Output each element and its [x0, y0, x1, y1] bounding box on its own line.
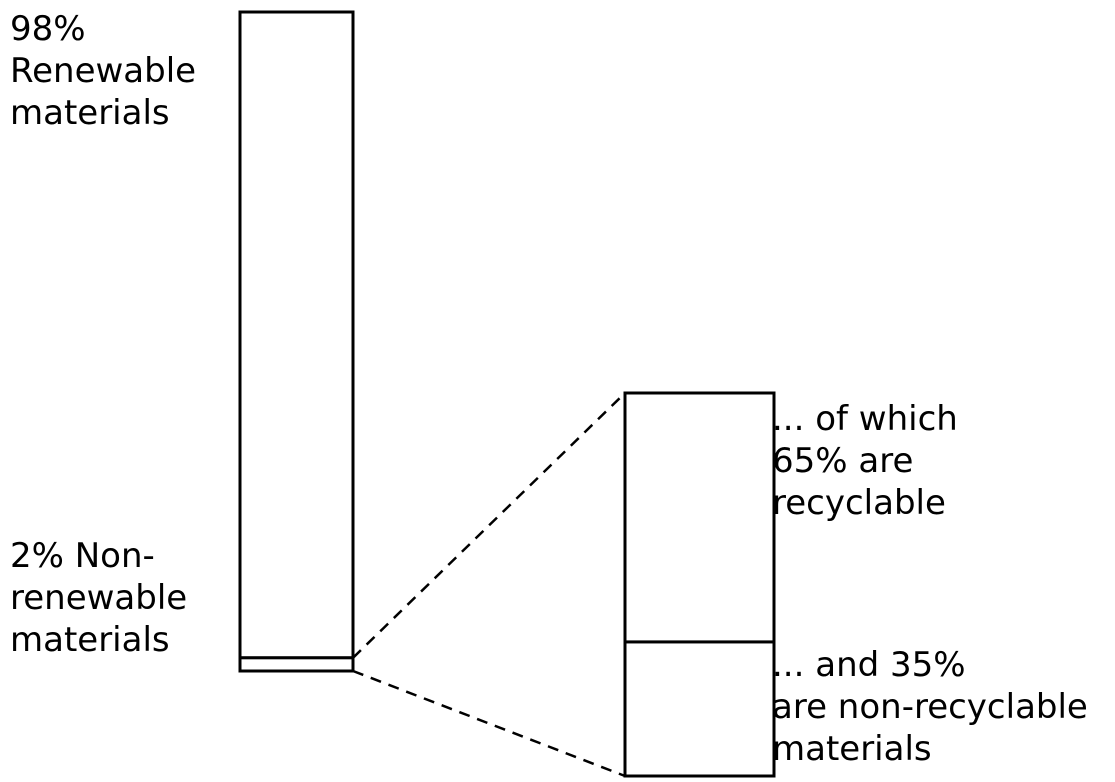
recyclable-label-line: ... of which	[772, 398, 958, 440]
non-recyclable-label-line: materials	[772, 728, 1088, 770]
non-recyclable-label-line: ... and 35%	[772, 644, 1088, 686]
recyclable-label-line: recyclable	[772, 482, 958, 524]
non-renewable-label-line: 2% Non-	[10, 535, 187, 577]
renewable-label: 98% Renewable materials	[10, 8, 196, 134]
non-renewable-label: 2% Non- renewable materials	[10, 535, 187, 661]
breakdown-stacked-bar	[625, 393, 774, 776]
renewable-label-line: 98%	[10, 8, 196, 50]
main-bar-segment-1	[240, 12, 353, 658]
non-recyclable-label-line: are non-recyclable	[772, 686, 1088, 728]
connector-line-bottom	[353, 671, 625, 776]
breakdown-bar-segment-2	[625, 642, 774, 776]
renewable-label-line: Renewable	[10, 50, 196, 92]
recyclable-label-line: 65% are	[772, 440, 958, 482]
non-renewable-label-line: materials	[10, 619, 187, 661]
connector-line-top	[353, 393, 625, 658]
main-stacked-bar	[240, 12, 353, 671]
non-renewable-label-line: renewable	[10, 577, 187, 619]
main-bar-segment-2	[240, 658, 353, 671]
non-recyclable-label: ... and 35% are non-recyclable materials	[772, 644, 1088, 770]
recyclable-label: ... of which 65% are recyclable	[772, 398, 958, 524]
breakdown-bar-segment-1	[625, 393, 774, 642]
zoom-connector-lines	[353, 393, 625, 776]
renewable-label-line: materials	[10, 92, 196, 134]
